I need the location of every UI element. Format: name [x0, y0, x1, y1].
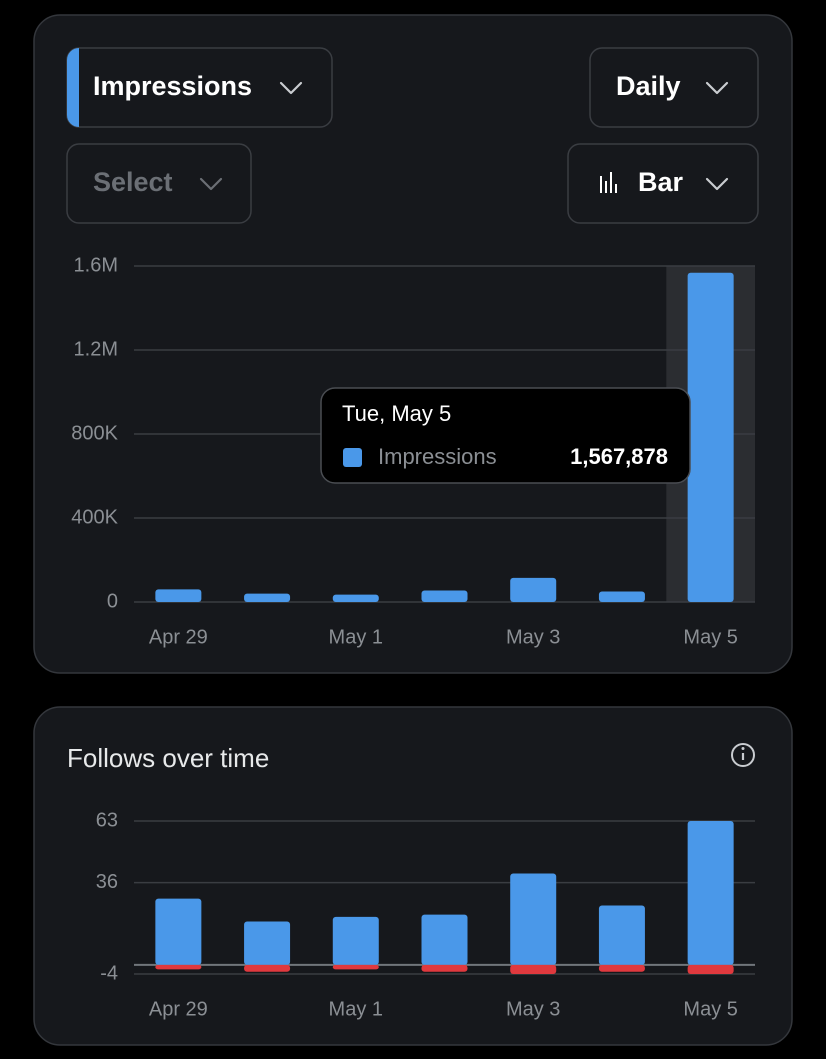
bar: [155, 589, 202, 602]
compare-dropdown[interactable]: Select: [66, 143, 252, 224]
bar: [687, 964, 734, 974]
bar: [332, 964, 379, 970]
info-icon[interactable]: [731, 743, 755, 767]
dropdown-label: Impressions: [93, 71, 252, 101]
tooltip-title: Tue, May 5: [342, 401, 451, 426]
tooltip-series: Impressions: [378, 444, 497, 469]
bar: [155, 964, 202, 970]
x-tick-label: May 1: [329, 626, 383, 648]
bar: [510, 577, 557, 602]
bar: [244, 964, 291, 972]
y-tick-label: 800K: [71, 422, 118, 444]
bar: [244, 921, 291, 965]
x-tick-label: May 5: [683, 998, 737, 1020]
bar: [421, 914, 468, 965]
x-tick-label: Apr 29: [149, 998, 208, 1020]
x-tick-label: May 3: [506, 998, 560, 1020]
bar: [687, 272, 734, 602]
tooltip-swatch: [343, 448, 362, 467]
x-tick-label: May 5: [683, 626, 737, 648]
bar: [421, 590, 468, 602]
bar: [244, 593, 291, 602]
y-tick-label: 63: [96, 809, 118, 831]
bar: [510, 873, 557, 965]
y-tick-label: 1.6M: [74, 254, 118, 276]
y-tick-label: 400K: [71, 506, 118, 528]
interval-dropdown[interactable]: Daily: [589, 47, 759, 128]
bar: [421, 964, 468, 972]
bar: [598, 964, 645, 972]
dropdown-label: Daily: [616, 71, 681, 101]
y-tick-label: -4: [100, 962, 118, 984]
bar: [155, 898, 202, 965]
chart-title: Follows over time: [67, 743, 269, 773]
bar: [598, 905, 645, 965]
bar: [332, 594, 379, 602]
chart-style-dropdown[interactable]: Bar: [567, 143, 759, 224]
dropdown-label: Select: [93, 167, 173, 197]
y-tick-label: 36: [96, 871, 118, 893]
y-tick-label: 1.2M: [74, 338, 118, 360]
tooltip-box: [320, 387, 691, 484]
x-tick-label: May 1: [329, 998, 383, 1020]
x-tick-label: May 3: [506, 626, 560, 648]
x-tick-label: Apr 29: [149, 626, 208, 648]
bar: [332, 916, 379, 965]
tooltip: Tue, May 5 Impressions 1,567,878: [320, 387, 691, 484]
dropdown-label: Bar: [638, 167, 684, 197]
metric-dropdown[interactable]: Impressions: [66, 47, 333, 128]
tooltip-value: 1,567,878: [570, 444, 668, 469]
bar: [510, 964, 557, 974]
y-tick-label: 0: [107, 590, 118, 612]
bar: [687, 821, 734, 965]
bar: [598, 591, 645, 602]
